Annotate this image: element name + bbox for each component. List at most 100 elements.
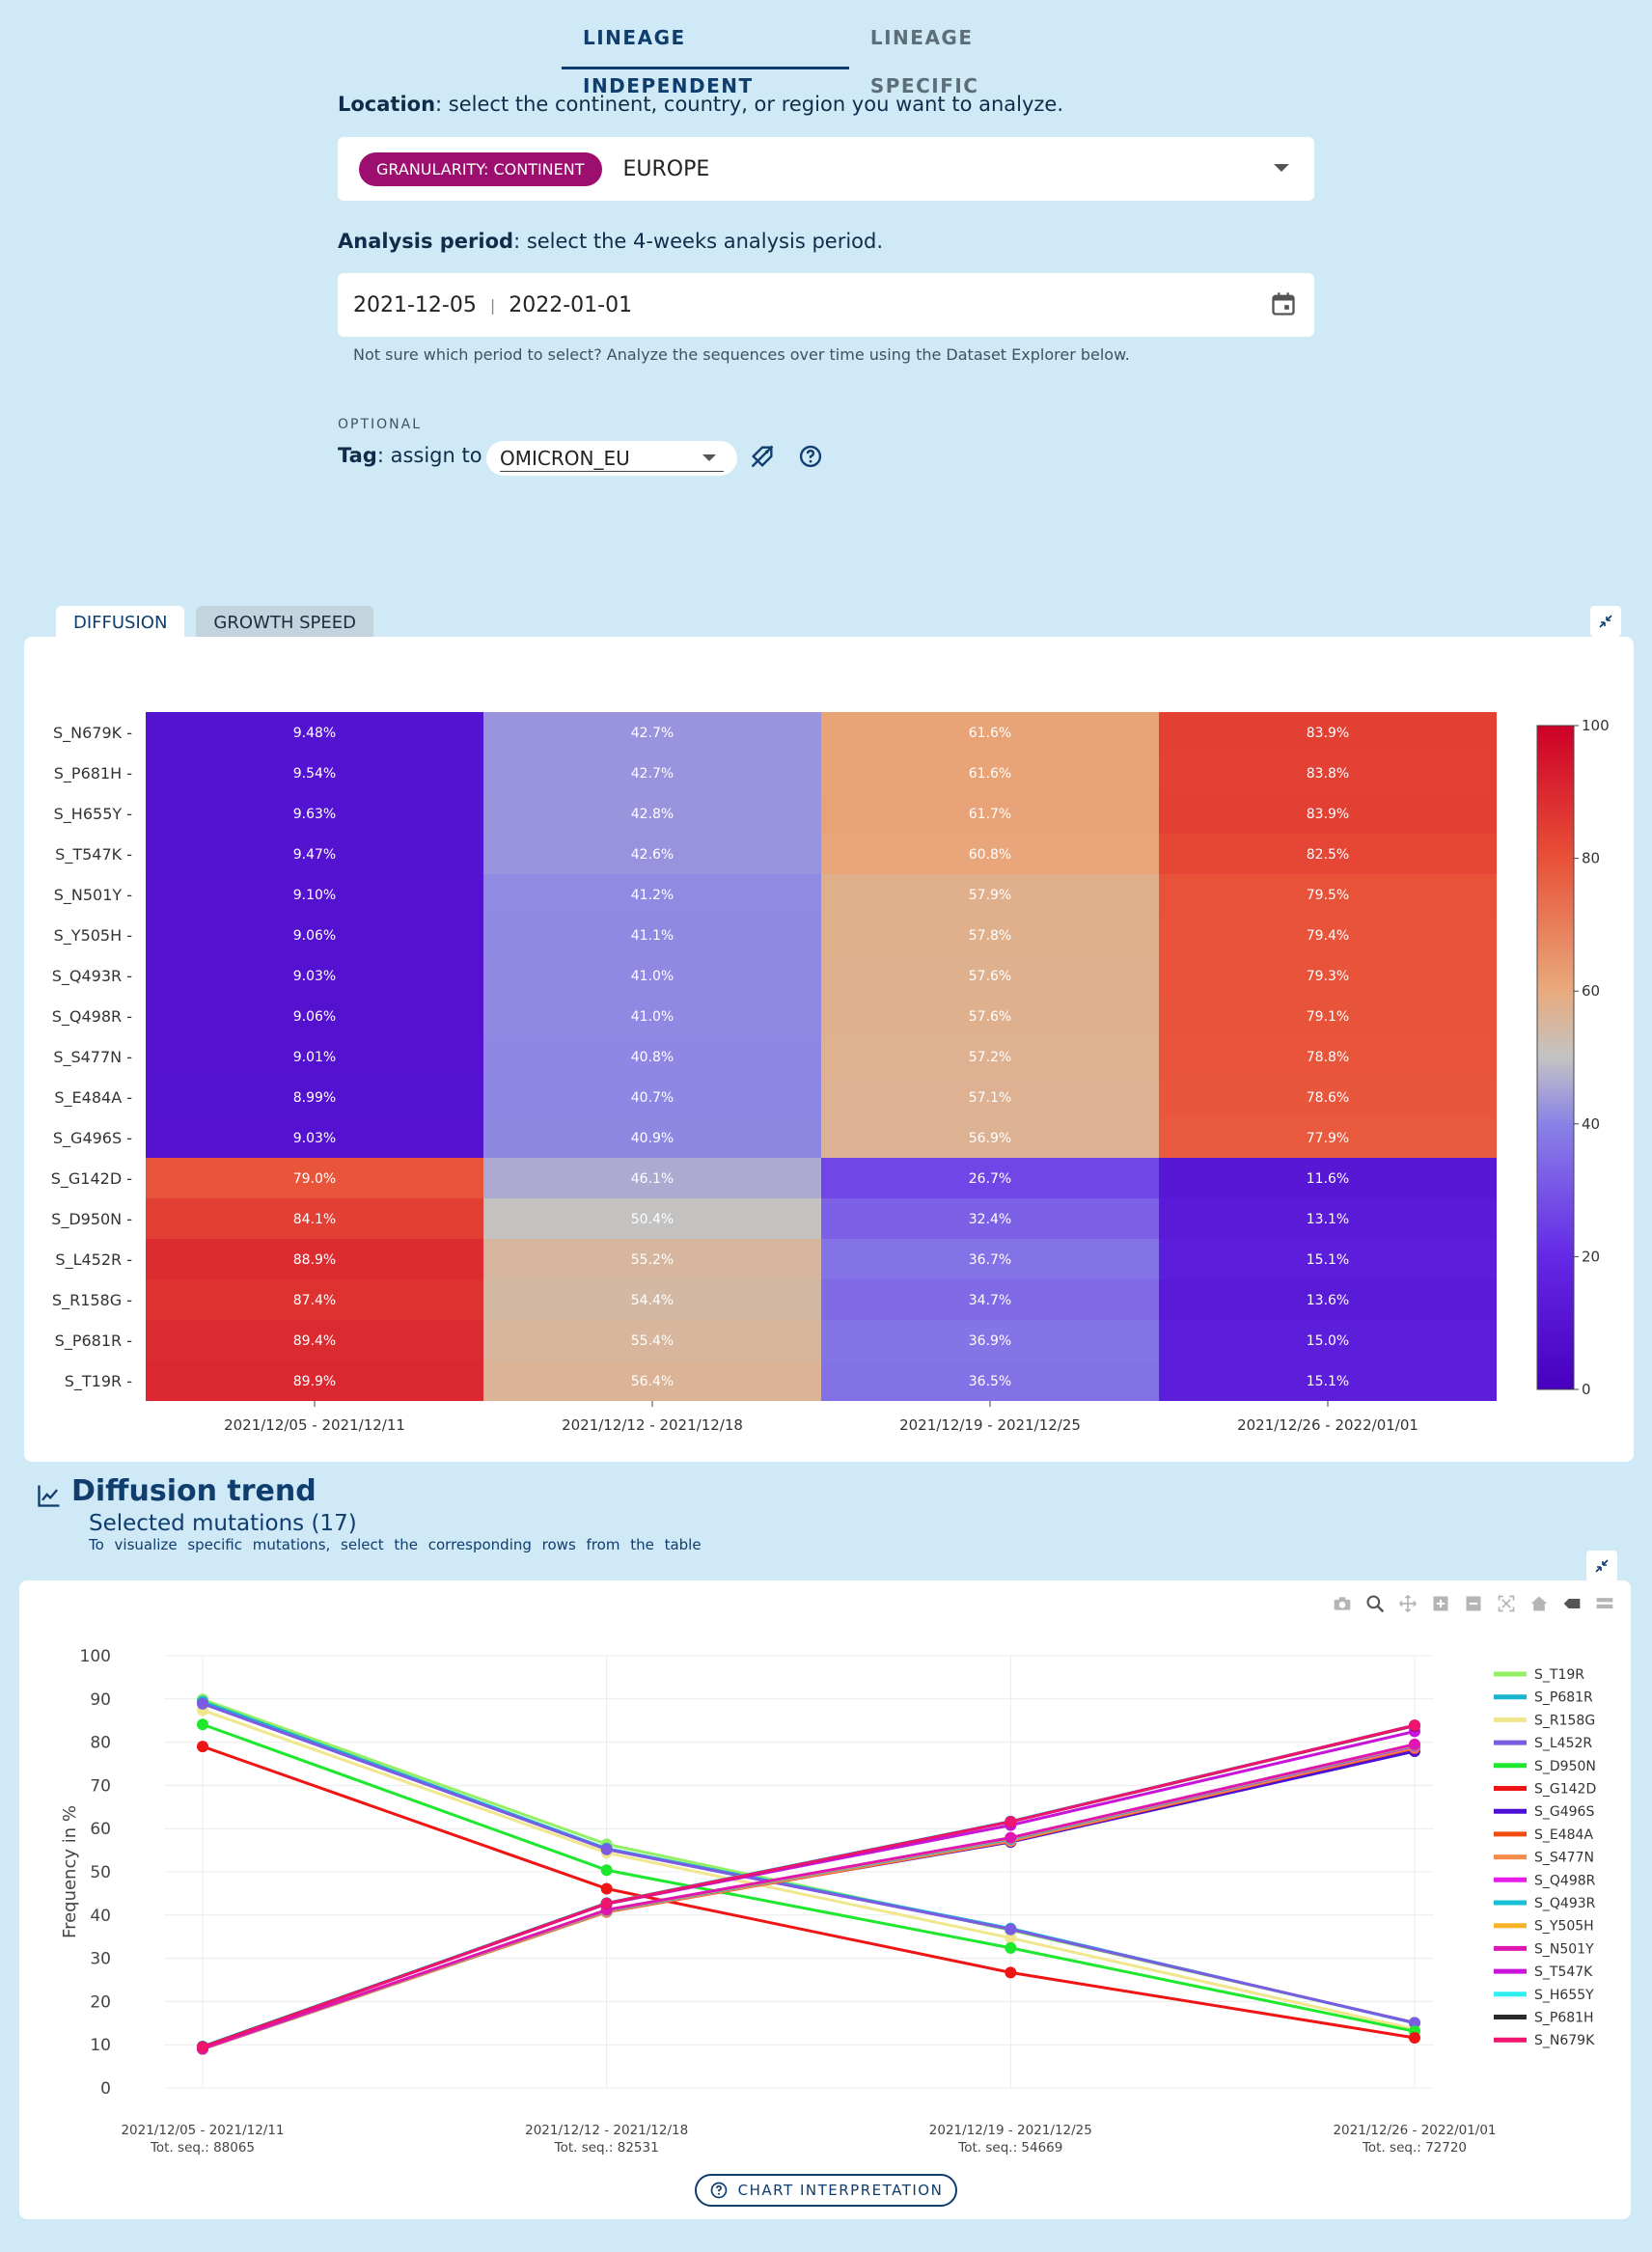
cell-value: 9.63% [293, 807, 336, 822]
heatmap-cell [1159, 1320, 1497, 1360]
y-tick-label: 10 [90, 2036, 111, 2055]
heatmap-cell [146, 955, 483, 996]
spike-lines-icon[interactable] [1561, 1594, 1583, 1613]
chevron-down-icon[interactable] [1274, 164, 1289, 172]
legend-entry: S_G496S [1534, 1804, 1594, 1820]
heatmap-cell [821, 793, 1159, 834]
x-tick-sublabel: Tot. seq.: 82531 [554, 2140, 659, 2156]
autoscale-icon[interactable] [1496, 1594, 1517, 1613]
cell-value: 79.0% [293, 1171, 336, 1187]
location-value: EUROPE [622, 156, 710, 181]
y-axis-label: Frequency in % [60, 1805, 80, 1938]
period-start-date[interactable]: 2021-12-05 [353, 292, 477, 317]
colorbar [1536, 725, 1575, 1390]
series-s-n679k [197, 1719, 1420, 2053]
heatmap-cell [1159, 753, 1497, 793]
diffusion-trend-chart: 0 10 20 30 40 50 60 70 80 90 100 2021/12/05 - 2021/… [60, 1647, 1596, 2156]
tab-lineage-specific[interactable]: LINEAGE SPECIFIC [869, 26, 979, 97]
series-line [202, 1743, 1416, 2050]
cell-value: 88.9% [293, 1252, 336, 1268]
zoom-in-icon[interactable] [1430, 1594, 1451, 1613]
cell-value: 57.6% [969, 1009, 1011, 1025]
zoom-out-icon[interactable] [1463, 1594, 1484, 1613]
data-point [197, 1718, 208, 1731]
cell-value: 61.6% [969, 726, 1011, 741]
collapse-heatmap-button[interactable] [1590, 606, 1621, 637]
heatmap-cell [483, 874, 821, 915]
cell-value: 84.1% [293, 1212, 336, 1227]
heatmap-cell [483, 1036, 821, 1077]
data-point [1005, 1831, 1017, 1844]
cell-value: 9.47% [293, 847, 336, 863]
calendar-icon[interactable] [1270, 290, 1297, 317]
heatmap-cell [146, 834, 483, 874]
data-point [197, 2041, 208, 2053]
cell-value: 57.1% [969, 1090, 1011, 1106]
chart-interpretation-label: CHART INTERPRETATION [737, 2182, 944, 2199]
cell-value: 89.4% [293, 1333, 336, 1349]
heatmap-cell [1159, 915, 1497, 955]
y-tick-label: 60 [90, 1820, 111, 1839]
x-tick-label: 2021/12/19 - 2021/12/25 [929, 2123, 1092, 2138]
column-label: 2021/12/19 - 2021/12/25 [899, 1416, 1081, 1434]
help-icon[interactable] [797, 443, 824, 470]
cell-value: 42.8% [631, 807, 674, 822]
cell-value: 55.2% [631, 1252, 674, 1268]
heatmap-cell [1159, 1158, 1497, 1198]
heatmap-cell [483, 996, 821, 1036]
column-label: 2021/12/12 - 2021/12/18 [562, 1416, 743, 1434]
period-label-bold: Analysis period [338, 230, 514, 253]
heatmap-cell [1159, 1077, 1497, 1117]
data-point [1005, 1816, 1017, 1828]
tab-lineage-independent[interactable]: LINEAGE INDEPENDENT [562, 14, 849, 97]
cell-value: 83.9% [1307, 726, 1349, 741]
heatmap-cell [146, 1036, 483, 1077]
cell-value: 42.6% [631, 847, 674, 863]
pan-icon[interactable] [1397, 1594, 1418, 1613]
row-label: S_E484A - [54, 1088, 132, 1108]
tab-growth-speed[interactable]: GROWTH SPEED [196, 606, 373, 641]
home-icon[interactable] [1528, 1594, 1550, 1613]
collapse-trend-button[interactable] [1586, 1551, 1617, 1581]
cell-value: 15.0% [1307, 1333, 1349, 1349]
tag-select[interactable]: OMICRON_EU [486, 441, 737, 476]
camera-icon[interactable] [1332, 1594, 1353, 1613]
y-tick-label: 70 [90, 1776, 111, 1796]
row-label: S_Q493R - [52, 967, 132, 986]
heatmap-cell [1159, 793, 1497, 834]
heatmap-cell [146, 1198, 483, 1239]
data-point [1409, 2032, 1420, 2045]
colorbar-tick-label: 20 [1582, 1248, 1600, 1265]
heatmap-cell [821, 1036, 1159, 1077]
cell-value: 57.6% [969, 969, 1011, 984]
tag-label-text: : assign to [376, 444, 482, 467]
period-date-range[interactable]: 2021-12-05 | 2022-01-01 [338, 273, 1314, 337]
zoom-icon[interactable] [1364, 1594, 1386, 1613]
chevron-down-icon[interactable] [702, 454, 716, 461]
location-select[interactable]: GRANULARITY: CONTINENT EUROPE [338, 137, 1314, 201]
cell-value: 36.9% [969, 1333, 1011, 1349]
chart-interpretation-button[interactable]: CHART INTERPRETATION [695, 2174, 957, 2207]
row-label: S_N679K - [53, 724, 132, 743]
heatmap-cell [1159, 834, 1497, 874]
cell-value: 79.4% [1307, 928, 1349, 944]
location-label-text: : select the continent, country, or regi… [435, 93, 1064, 116]
trend-subtitle: Selected mutations (17) [89, 1511, 357, 1536]
cell-value: 87.4% [293, 1293, 336, 1308]
tag-value: OMICRON_EU [500, 447, 630, 470]
cell-value: 40.8% [631, 1050, 674, 1065]
compare-hover-icon[interactable] [1594, 1594, 1615, 1613]
heatmap-cell [821, 1158, 1159, 1198]
heatmap-cell [821, 955, 1159, 996]
cell-value: 83.9% [1307, 807, 1349, 822]
heatmap-cell [146, 1320, 483, 1360]
row-label: S_G496S - [53, 1129, 132, 1148]
series-line [202, 1702, 1416, 2024]
tab-diffusion[interactable]: DIFFUSION [56, 606, 185, 641]
cell-value: 9.10% [293, 888, 336, 903]
x-tick-sublabel: Tot. seq.: 88065 [150, 2140, 255, 2156]
tag-off-icon[interactable] [749, 443, 776, 470]
cell-value: 89.9% [293, 1374, 336, 1389]
period-end-date[interactable]: 2022-01-01 [509, 292, 633, 317]
cell-value: 54.4% [631, 1293, 674, 1308]
